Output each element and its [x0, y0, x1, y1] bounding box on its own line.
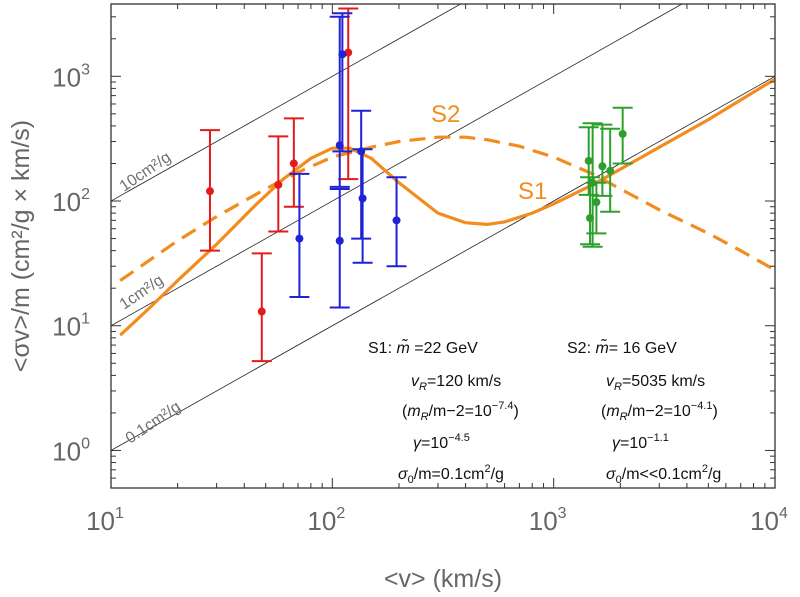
- data-point-group: [251, 252, 272, 363]
- data-point-group: [600, 127, 621, 213]
- y-tick-label: 100: [52, 435, 90, 466]
- s1-title: S1: m̃ =22 GeV: [368, 337, 478, 357]
- reference-line-0: [111, 4, 462, 202]
- s2-gamma: γ=10−1.1: [612, 432, 669, 452]
- data-point-group: [352, 148, 373, 264]
- x-tick-label: 101: [86, 505, 124, 536]
- y-axis-title: <σv>/m (cm²/g × km/s): [7, 120, 35, 372]
- data-point: [592, 198, 601, 207]
- data-point-group: [351, 109, 372, 240]
- data-point-group: [268, 135, 289, 233]
- data-point: [606, 166, 615, 175]
- data-point: [205, 187, 214, 196]
- data-point-group: [582, 122, 603, 248]
- x-axis-title: <v> (km/s): [384, 565, 502, 593]
- curve-s1: [119, 77, 775, 337]
- data-point: [392, 216, 401, 225]
- data-points: [199, 7, 633, 363]
- x-tick-label: 102: [307, 505, 345, 536]
- data-point-group: [592, 123, 613, 197]
- x-tick-label: 104: [750, 505, 788, 536]
- data-point: [257, 307, 266, 316]
- data-point-group: [283, 117, 304, 208]
- s2-title: S2: m̃= 16 GeV: [567, 337, 677, 357]
- y-tick-label: 102: [52, 186, 90, 217]
- annotation-s2: S2: m̃= 16 GeV vR=5035 km/s (mR/m−2=10−4…: [567, 337, 721, 486]
- s1-sigma: σ0/m=0.1cm2/g: [398, 463, 504, 486]
- axis-ticks: 101 102 103 104 100 101 102 103: [52, 4, 788, 536]
- data-point: [584, 156, 593, 165]
- ref-label-10: 10cm²/g: [117, 149, 174, 195]
- data-point: [358, 194, 367, 203]
- s2-vr: vR=5035 km/s: [606, 373, 705, 393]
- data-point-group: [612, 106, 633, 165]
- data-point: [598, 162, 607, 171]
- data-point: [335, 236, 344, 245]
- data-point-group: [329, 187, 350, 309]
- s1-ratio: (mR/m−2=10−7.4): [402, 400, 519, 423]
- data-point-group: [199, 129, 220, 252]
- data-point: [338, 50, 347, 59]
- s1-vr: vR=120 km/s: [411, 373, 501, 393]
- reference-line-2: [111, 75, 775, 451]
- ref-label-0.1: 0.1cm²/g: [123, 398, 184, 447]
- model-curves: [119, 77, 775, 337]
- data-point-group: [332, 12, 353, 153]
- curve-label-s1: S1: [518, 178, 547, 205]
- curve-s2: [119, 135, 775, 282]
- s2-sigma: σ0/m<<0.1cm2/g: [606, 463, 721, 486]
- x-tick-label: 103: [529, 505, 567, 536]
- data-point-group: [329, 15, 350, 188]
- data-point-group: [386, 176, 407, 268]
- y-tick-label: 103: [52, 61, 90, 92]
- y-tick-label: 101: [52, 311, 90, 342]
- s2-ratio: (mR/m−2=10−4.1): [601, 400, 718, 423]
- data-point-group: [289, 172, 310, 298]
- data-point: [295, 234, 304, 243]
- s1-gamma: γ=10−4.5: [413, 432, 470, 452]
- data-point: [274, 180, 283, 189]
- annotation-s1: S1: m̃ =22 GeV vR=120 km/s (mR/m−2=10−7.…: [368, 337, 519, 486]
- data-point: [289, 159, 298, 168]
- curve-label-s2: S2: [431, 101, 460, 128]
- data-point: [618, 129, 627, 138]
- plot-frame: [110, 3, 776, 489]
